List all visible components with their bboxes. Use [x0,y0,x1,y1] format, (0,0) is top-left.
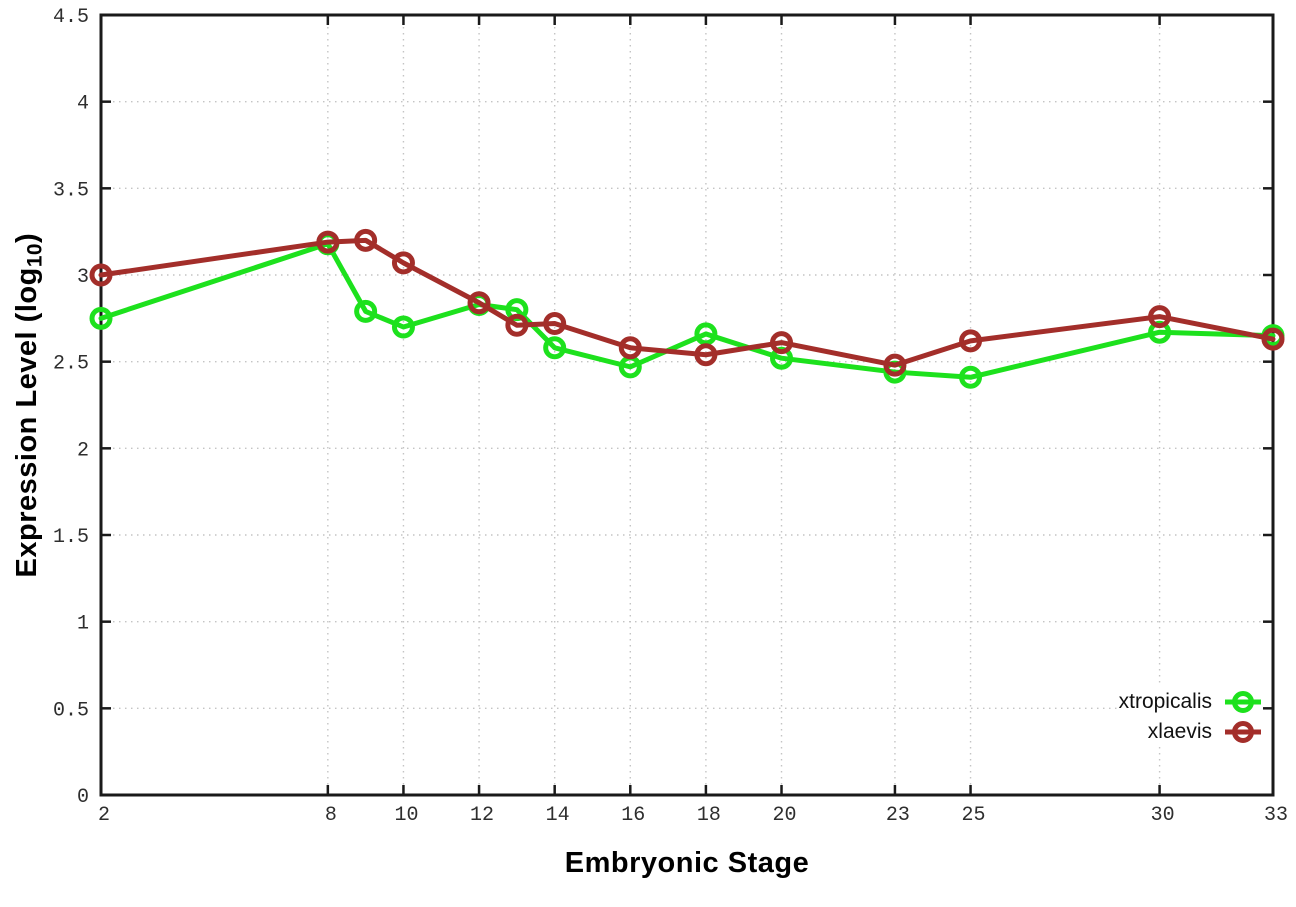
y-tick-label: 3.5 [53,179,89,202]
xlaevis-data-point [354,228,378,252]
plot-frame [99,13,1275,797]
xlaevis-data-point [543,312,567,336]
x-tick-label: 18 [697,804,721,827]
xlaevis-data-point [316,230,340,254]
legend-marker-xtropicalis [1225,691,1261,713]
x-tick-label: 10 [394,804,418,827]
xtropicalis-data-point [959,365,983,389]
x-tick-label: 23 [886,804,910,827]
plot-border [99,13,1275,797]
x-tick-label: 12 [470,804,494,827]
xtropicalis-data-point [694,322,718,346]
x-tick-label: 25 [962,804,986,827]
x-tick-label: 16 [621,804,645,827]
xtropicalis-data-point [89,306,113,330]
x-tick-label: 14 [546,804,570,827]
legend: xtropicalis xlaevis [1118,687,1262,747]
y-tick-label: 1.5 [53,526,89,549]
y-tick-label: 3 [77,266,89,289]
y-tick-label: 4 [77,93,89,116]
legend-label-xtropicalis: xtropicalis [1118,690,1212,713]
xlaevis-data-point [505,313,529,337]
gridlines [101,15,1273,795]
y-tick-label: 1 [77,613,89,636]
xtropicalis-data-point [543,336,567,360]
xlaevis-data-point [1261,327,1285,351]
xlaevis-data-point [618,336,642,360]
tick-labels: 2 8 10 12 14 16 18 20 23 25 30 33 0 0.5 1 1.5 2 2.5 3 3.5 4 4… [53,6,1288,827]
y-tick-label: 4.5 [53,6,89,29]
y-tick-label: 0 [77,786,89,809]
xtropicalis-line [98,241,1276,380]
x-tick-label: 20 [773,804,797,827]
legend-marker-xlaevis [1225,721,1261,743]
xlaevis-data-point [770,331,794,355]
xlaevis-data-point [694,343,718,367]
xlaevis-data-point [391,251,415,275]
xlaevis-data-point [89,263,113,287]
y-tick-label: 2 [77,439,89,462]
x-tick-label: 30 [1151,804,1175,827]
legend-entry-xtropicalis: xtropicalis [1119,689,1262,715]
xlaevis-data-point [1148,305,1172,329]
y-tick-label: 0.5 [53,699,89,722]
axis-ticks [99,13,1275,797]
xlaevis-data-point [883,353,907,377]
xlaevis-data-point [467,291,491,315]
xtropicalis-data-point [391,315,415,339]
x-tick-label: 8 [325,804,337,827]
x-tick-label: 2 [98,804,110,827]
y-tick-label: 2.5 [53,353,89,376]
legend-entry-xlaevis: xlaevis [1119,719,1262,745]
legend-label-xlaevis: xlaevis [1147,720,1212,743]
xtropicalis-data-point [354,299,378,323]
xlaevis-data-point [959,329,983,353]
series-xlaevis [89,228,1285,377]
series-xtropicalis [89,232,1285,389]
x-tick-label: 33 [1264,804,1288,827]
